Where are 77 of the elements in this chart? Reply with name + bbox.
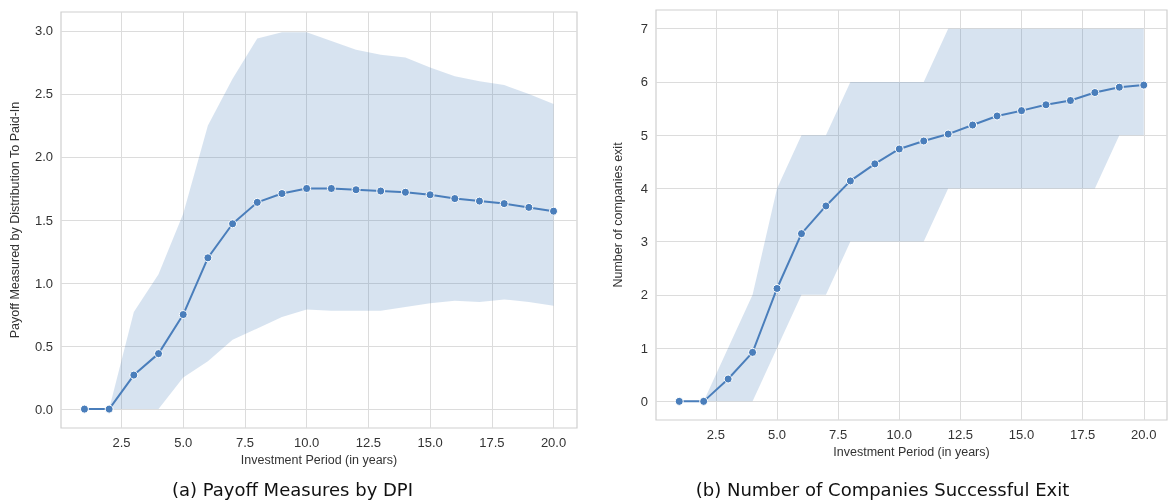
point	[1090, 88, 1100, 98]
x-tick-label: 5.0	[174, 435, 193, 450]
x-tick-label: 17.5	[479, 435, 505, 450]
y-tick-label: 0.5	[34, 338, 53, 354]
y-tick-label: 2.5	[34, 86, 53, 102]
y-tick-label: 4	[640, 180, 648, 196]
point	[302, 183, 312, 193]
point	[228, 219, 238, 229]
y-tick-label: 6	[640, 74, 648, 90]
y-tick-label: 5	[640, 127, 648, 143]
point	[1139, 80, 1149, 90]
x-axis-title: Investment Period (in years)	[833, 445, 990, 460]
point	[968, 120, 978, 130]
point	[154, 349, 164, 359]
y-tick-label: 3	[640, 234, 648, 250]
point	[796, 229, 806, 239]
x-tick-label: 15.0	[1008, 427, 1035, 442]
point	[499, 199, 509, 209]
point	[252, 197, 262, 207]
point	[674, 396, 684, 406]
point	[129, 370, 139, 380]
x-tick-label: 20.0	[540, 435, 567, 450]
y-tick-label: 7	[640, 21, 648, 37]
point	[943, 129, 953, 139]
x-tick-label: 7.5	[235, 435, 254, 450]
x-axis-title: Investment Period (in years)	[240, 453, 398, 468]
text: (a) Payoff Measures by DPI	[171, 478, 414, 500]
x-tick-label: 20.0	[1131, 427, 1157, 442]
x-tick-label: 12.5	[947, 427, 974, 442]
point	[104, 404, 114, 414]
point	[699, 396, 709, 406]
x-tick-label: 7.5	[829, 427, 848, 442]
point	[1041, 100, 1051, 110]
point	[1065, 96, 1075, 106]
point	[549, 206, 559, 216]
point	[870, 159, 880, 169]
point	[326, 183, 336, 193]
y-tick-label: 1	[640, 340, 648, 356]
point	[1114, 82, 1124, 92]
x-tick-label: 17.5	[1069, 427, 1096, 442]
point	[425, 190, 435, 200]
point	[474, 196, 484, 206]
x-tick-label: 2.5	[112, 435, 131, 450]
point	[772, 283, 782, 293]
y-tick-label: 0	[640, 393, 648, 409]
point	[748, 347, 758, 357]
point	[178, 310, 188, 320]
point	[894, 144, 904, 154]
point	[821, 201, 831, 211]
point	[1017, 106, 1027, 116]
point	[277, 189, 287, 199]
point	[203, 253, 213, 263]
y-tick-label: 0.0	[34, 401, 53, 417]
x-tick-label: 15.0	[417, 435, 443, 450]
y-tick-label: 3.0	[34, 23, 53, 39]
point	[845, 176, 855, 186]
y-tick-label: 2	[640, 287, 648, 303]
x-tick-label: 2.5	[706, 427, 725, 442]
x-tick-label: 12.5	[355, 435, 382, 450]
x-tick-label: 10.0	[886, 427, 912, 442]
y-tick-label: 2.0	[34, 149, 53, 165]
text: (b) Number of Companies Successful Exit	[695, 478, 1070, 500]
y-tick-label: 1.0	[34, 275, 53, 291]
y-tick-label: 1.5	[34, 212, 53, 228]
point	[79, 404, 89, 414]
point	[992, 111, 1002, 121]
point	[376, 186, 386, 196]
y-axis-title: Number of companies exit	[610, 141, 625, 288]
point	[524, 202, 534, 212]
x-tick-label: 5.0	[767, 427, 787, 442]
x-tick-label: 10.0	[294, 435, 320, 450]
y-axis-title: Payoff Measured by Distribution To Paid-In	[7, 101, 22, 339]
point	[723, 374, 733, 384]
point	[919, 136, 929, 146]
point	[351, 185, 361, 195]
point	[450, 194, 460, 204]
point	[400, 187, 410, 197]
